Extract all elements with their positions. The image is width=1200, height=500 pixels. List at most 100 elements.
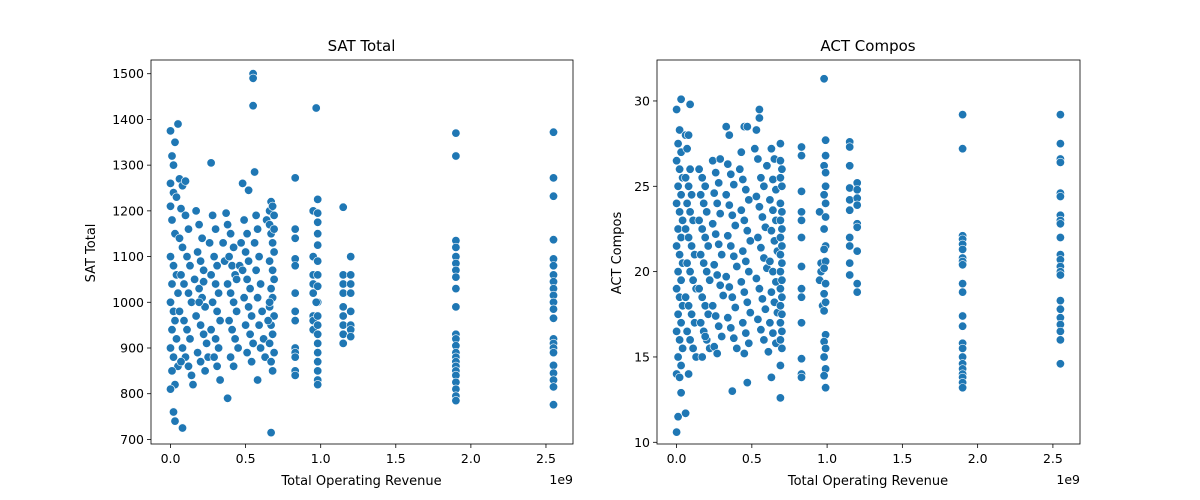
data-point — [313, 380, 323, 390]
data-point — [796, 233, 806, 243]
data-point — [796, 284, 806, 294]
y-axis-ticks: 10 15 20 25 30 — [634, 93, 657, 450]
data-point — [678, 215, 688, 225]
y-tick-label: 15 — [634, 349, 650, 364]
data-point — [845, 161, 855, 171]
data-point — [738, 246, 748, 256]
data-point — [338, 288, 348, 298]
data-point — [232, 274, 242, 284]
plot-area-frame — [656, 59, 1081, 445]
x-offset-text: 1e9 — [1056, 472, 1080, 487]
data-point — [250, 167, 260, 177]
data-point — [206, 325, 216, 335]
data-point — [682, 198, 692, 208]
data-point — [268, 201, 278, 211]
data-point — [796, 142, 806, 152]
data-point — [819, 74, 829, 84]
data-point — [346, 332, 356, 342]
data-point — [742, 297, 752, 307]
data-point — [821, 151, 831, 161]
data-point — [253, 293, 263, 303]
data-point — [714, 321, 724, 331]
data-point — [672, 326, 682, 336]
data-point — [777, 207, 787, 217]
data-point — [313, 357, 323, 367]
data-point — [676, 360, 686, 370]
data-point — [697, 173, 707, 183]
data-point — [703, 241, 713, 251]
data-point — [548, 127, 558, 137]
data-point — [209, 352, 219, 362]
x-tick-label: 1.0 — [817, 451, 837, 466]
data-point — [699, 258, 709, 268]
data-point — [191, 206, 201, 216]
data-point — [239, 293, 249, 303]
data-point — [215, 316, 225, 326]
data-point — [451, 128, 461, 138]
data-point — [845, 142, 855, 152]
data-point — [265, 256, 275, 266]
data-point — [775, 198, 785, 208]
data-point — [269, 224, 279, 234]
data-point — [727, 386, 737, 396]
data-point — [741, 328, 751, 338]
data-point — [241, 320, 251, 330]
data-point — [729, 180, 739, 190]
y-axis-label: ACT Compos — [610, 212, 625, 295]
data-point — [681, 224, 691, 234]
data-point — [756, 173, 766, 183]
data-point — [819, 289, 829, 299]
data-point — [717, 250, 727, 260]
data-point — [167, 215, 177, 225]
data-point — [711, 229, 721, 239]
data-point — [768, 205, 778, 215]
data-point — [697, 352, 707, 362]
data-point — [819, 352, 829, 362]
y-tick-label: 30 — [634, 93, 650, 108]
data-point — [313, 194, 323, 204]
data-point — [673, 352, 683, 362]
data-point — [768, 267, 778, 277]
data-point — [184, 288, 194, 298]
data-point — [676, 94, 686, 104]
data-point — [821, 168, 831, 178]
data-point — [346, 270, 356, 280]
data-point — [715, 280, 725, 290]
data-point — [181, 176, 191, 186]
data-point — [727, 210, 737, 220]
data-point — [958, 321, 968, 331]
data-point — [718, 290, 728, 300]
data-point — [253, 224, 263, 234]
y-axis-ticks: 700 800 900 1000 1100 1200 1300 1400 1500 — [112, 66, 151, 447]
data-point — [673, 139, 683, 149]
data-point — [852, 279, 862, 289]
data-point — [821, 279, 831, 289]
data-point — [821, 297, 831, 307]
data-point — [754, 202, 764, 212]
data-point — [756, 325, 766, 335]
data-point — [451, 284, 461, 294]
data-point — [313, 320, 323, 330]
data-point — [796, 318, 806, 328]
data-point — [290, 288, 300, 298]
data-point — [1055, 110, 1065, 120]
data-point — [166, 384, 176, 394]
data-point — [699, 198, 709, 208]
data-point — [754, 105, 764, 115]
data-point — [238, 178, 248, 188]
data-point — [721, 272, 731, 282]
data-point — [338, 270, 348, 280]
data-point — [687, 309, 697, 319]
data-point — [196, 357, 206, 367]
data-point — [169, 261, 179, 271]
data-point — [346, 306, 356, 316]
data-point — [697, 292, 707, 302]
data-point — [777, 309, 787, 319]
data-point — [248, 73, 258, 83]
data-point — [290, 352, 300, 362]
y-tick-label: 1300 — [112, 158, 144, 173]
x-tick-label: 1.5 — [386, 451, 406, 466]
data-point — [256, 279, 266, 289]
x-tick-label: 1.0 — [311, 451, 331, 466]
data-point — [197, 233, 207, 243]
